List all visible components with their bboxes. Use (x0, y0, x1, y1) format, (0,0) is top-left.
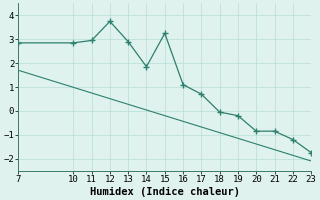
X-axis label: Humidex (Indice chaleur): Humidex (Indice chaleur) (90, 186, 240, 197)
